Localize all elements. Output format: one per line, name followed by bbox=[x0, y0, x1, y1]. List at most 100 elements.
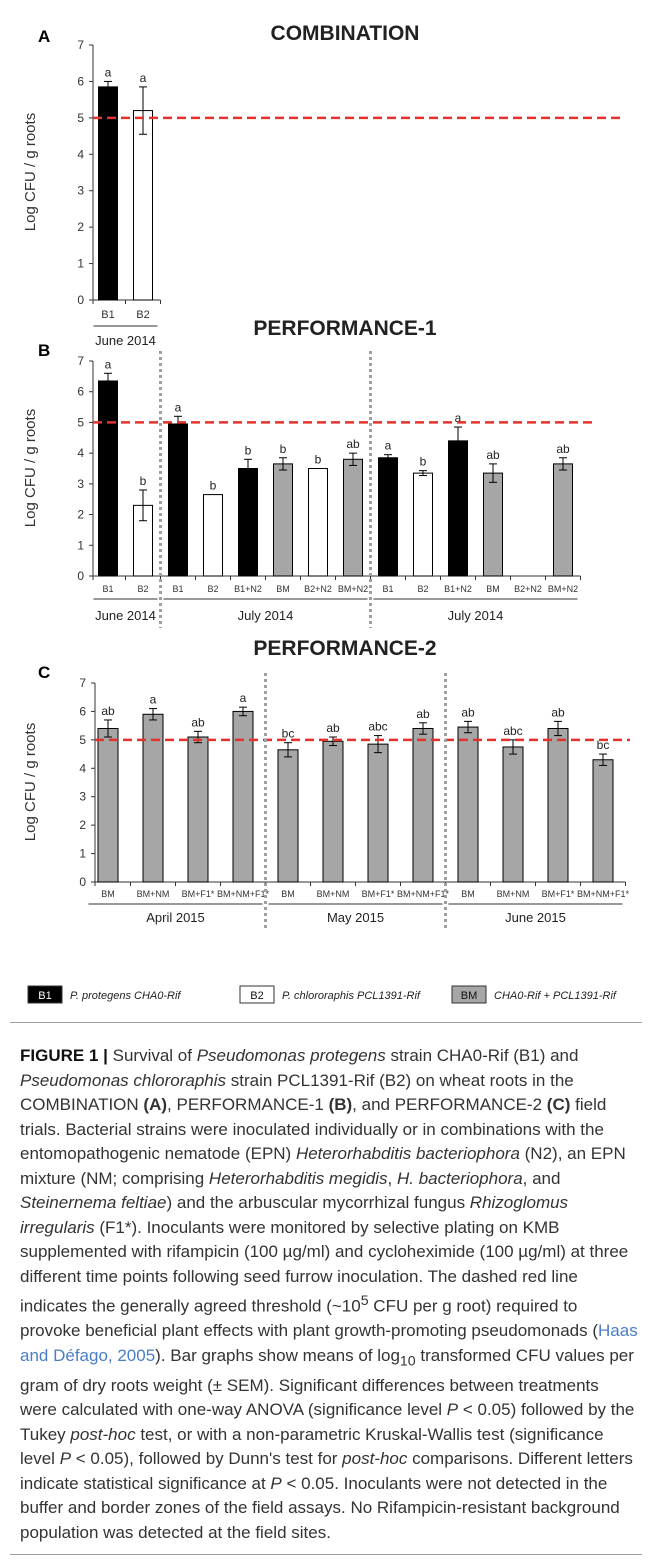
legend-label: P. protegens CHA0-Rif bbox=[70, 990, 181, 1002]
panel-a-y-tick-label: 0 bbox=[77, 293, 84, 307]
panel-a-category-label: B1 bbox=[101, 309, 114, 321]
panel-c-significance-letter: abc bbox=[503, 724, 522, 738]
legend-swatch-label: B1 bbox=[38, 990, 51, 1002]
panel-b-significance-letter: b bbox=[210, 479, 217, 493]
panel-b-category-label: BM+N2 bbox=[338, 584, 368, 594]
panel-b-category-label: BM bbox=[486, 584, 500, 594]
panel-c-significance-letter: bc bbox=[282, 727, 295, 741]
panel-b-y-axis-label: Log CFU / g roots bbox=[22, 409, 39, 527]
panel-b-significance-letter: b bbox=[420, 455, 427, 469]
panel-c-group-label: May 2015 bbox=[327, 910, 384, 925]
panel-b-bar bbox=[554, 464, 573, 576]
panel-a-bar bbox=[134, 111, 153, 300]
panel-b-y-tick-label: 4 bbox=[77, 446, 84, 460]
panel-b-bar bbox=[274, 464, 293, 576]
panel-c-category-label: BM+F1* bbox=[182, 889, 215, 899]
panel-c-category-label: BM+NM+F1* bbox=[217, 889, 270, 899]
panel-b-bar bbox=[309, 469, 328, 577]
panel-c-bar bbox=[593, 760, 613, 882]
panel-c-bar bbox=[503, 747, 523, 882]
panel-c-category-label: BM bbox=[281, 889, 295, 899]
panel-c-significance-letter: ab bbox=[191, 715, 205, 729]
panel-b-y-tick-label: 6 bbox=[77, 385, 84, 399]
panel-b-letter: B bbox=[38, 341, 50, 360]
panel-c-bar bbox=[98, 728, 118, 882]
panel-c-bar bbox=[458, 727, 478, 882]
panel-c-bar bbox=[413, 728, 433, 882]
panel-a-y-tick-label: 1 bbox=[77, 257, 84, 271]
panel-b-group-label: July 2014 bbox=[448, 608, 504, 623]
panel-c-significance-letter: ab bbox=[326, 721, 340, 735]
panel-c-significance-letter: ab bbox=[101, 704, 115, 718]
panel-b-bar bbox=[99, 381, 118, 576]
panel-a-y-tick-label: 5 bbox=[77, 111, 84, 125]
panel-c-group-label: April 2015 bbox=[146, 910, 205, 925]
panel-b-significance-letter: b bbox=[245, 443, 252, 457]
panel-c-y-tick-label: 1 bbox=[79, 847, 86, 861]
panel-b-category-label: B1 bbox=[382, 584, 393, 594]
panel-b-significance-letter: a bbox=[385, 439, 392, 453]
panel-c-y-axis-label: Log CFU / g roots bbox=[22, 723, 39, 841]
panel-c-significance-letter: ab bbox=[416, 707, 430, 721]
legend-swatch-label: B2 bbox=[250, 990, 263, 1002]
panel-a-y-axis-label: Log CFU / g roots bbox=[22, 113, 39, 231]
panel-b-category-label: B1 bbox=[102, 584, 113, 594]
panel-b-y-tick-label: 5 bbox=[77, 415, 84, 429]
panel-b-group-label: July 2014 bbox=[238, 608, 294, 623]
panel-b-y-tick-label: 3 bbox=[77, 477, 84, 491]
legend-label: CHA0-Rif + PCL1391-Rif bbox=[494, 990, 617, 1002]
figure-caption: FIGURE 1 | Survival of Pseudomonas prote… bbox=[20, 1044, 640, 1545]
caption-bottom-rule bbox=[10, 1554, 642, 1555]
panel-b-y-tick-label: 1 bbox=[77, 538, 84, 552]
panel-c-y-tick-label: 6 bbox=[79, 704, 86, 718]
panel-b-significance-letter: a bbox=[105, 357, 112, 371]
panel-a-y-tick-label: 3 bbox=[77, 184, 84, 198]
panel-c-y-tick-label: 7 bbox=[79, 676, 86, 690]
panel-b-bar bbox=[449, 441, 468, 576]
panel-c-significance-letter: ab bbox=[551, 705, 565, 719]
panel-b-y-tick-label: 0 bbox=[77, 569, 84, 583]
panel-c-category-label: BM+NM bbox=[497, 889, 530, 899]
panel-a-category-label: B2 bbox=[136, 309, 149, 321]
panel-c-y-tick-label: 5 bbox=[79, 733, 86, 747]
panel-b-significance-letter: b bbox=[140, 474, 147, 488]
panel-a-y-tick-label: 7 bbox=[77, 38, 84, 52]
panel-c-y-tick-label: 3 bbox=[79, 790, 86, 804]
panel-a-y-tick-label: 2 bbox=[77, 220, 84, 234]
panel-b-category-label: B2 bbox=[417, 584, 428, 594]
panel-b-bar bbox=[379, 458, 398, 576]
panel-c-y-tick-label: 2 bbox=[79, 818, 86, 832]
panel-b-category-label: B2 bbox=[137, 584, 148, 594]
panel-c-bar bbox=[188, 737, 208, 882]
panel-b-significance-letter: b bbox=[315, 453, 322, 467]
panel-a-y-tick-label: 6 bbox=[77, 74, 84, 88]
panel-c-significance-letter: abc bbox=[368, 720, 387, 734]
panel-b-y-tick-label: 2 bbox=[77, 508, 84, 522]
panel-b-bar bbox=[344, 459, 363, 576]
panel-c-category-label: BM+NM bbox=[317, 889, 350, 899]
legend-swatch-label: BM bbox=[461, 990, 478, 1002]
panel-b-category-label: B2+N2 bbox=[304, 584, 332, 594]
panel-b-y-tick-label: 7 bbox=[77, 354, 84, 368]
panel-a-y-tick-label: 4 bbox=[77, 147, 84, 161]
panel-c-letter: C bbox=[38, 663, 50, 682]
panel-a-letter: A bbox=[38, 27, 50, 46]
panel-c-bar bbox=[323, 741, 343, 882]
panel-c-category-label: BM bbox=[461, 889, 475, 899]
panel-b-category-label: B1+N2 bbox=[444, 584, 472, 594]
panel-a-group-label: June 2014 bbox=[95, 333, 156, 348]
panel-c-category-label: BM+F1* bbox=[362, 889, 395, 899]
panel-a-significance-letter: a bbox=[105, 65, 112, 79]
legend-label: P. chlororaphis PCL1391-Rif bbox=[282, 990, 421, 1002]
panel-b-bar bbox=[239, 469, 258, 577]
panel-c-group-label: June 2015 bbox=[505, 910, 566, 925]
panel-b-title: PERFORMANCE-1 bbox=[253, 317, 436, 340]
panel-b-bar bbox=[169, 424, 188, 576]
panel-c-category-label: BM bbox=[101, 889, 115, 899]
panel-b-bar bbox=[484, 473, 503, 576]
panel-b-significance-letter: a bbox=[175, 400, 182, 414]
caption-lead: FIGURE 1 | bbox=[20, 1046, 108, 1065]
panel-b-bar bbox=[414, 473, 433, 576]
panel-c-category-label: BM+NM bbox=[137, 889, 170, 899]
